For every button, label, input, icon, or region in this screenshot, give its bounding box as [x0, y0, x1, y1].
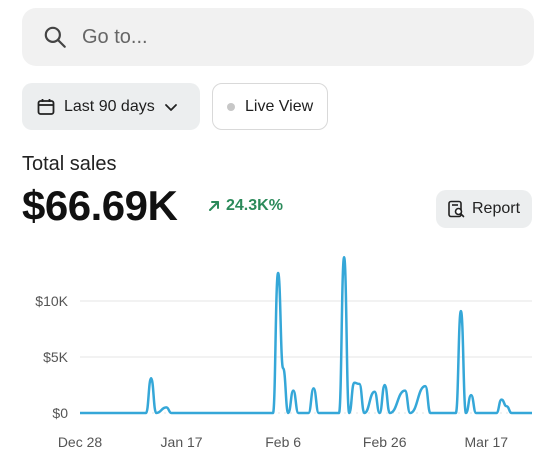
- x-tick-label: Jan 17: [161, 434, 203, 450]
- metric-value: $66.69K: [22, 182, 178, 229]
- report-label: Report: [472, 200, 521, 217]
- report-button[interactable]: Report: [436, 190, 532, 228]
- x-tick-label: Mar 17: [465, 434, 509, 450]
- x-tick-label: Feb 6: [265, 434, 301, 450]
- y-tick-label: $0: [52, 405, 68, 421]
- search-input[interactable]: [82, 25, 482, 49]
- live-view-button[interactable]: Live View: [212, 83, 328, 130]
- chevron-down-icon: [164, 103, 177, 111]
- sales-series-line: [80, 256, 532, 415]
- calendar-icon: [37, 98, 55, 115]
- x-tick-label: Feb 26: [363, 434, 407, 450]
- live-view-label: Live View: [245, 97, 314, 115]
- metric-change: 24.3K%: [206, 197, 283, 215]
- arrow-up-right-icon: [209, 201, 219, 211]
- x-tick-label: Dec 28: [58, 434, 103, 450]
- date-range-button[interactable]: Last 90 days: [22, 83, 200, 130]
- report-icon: [448, 200, 465, 218]
- sales-line-chart: $0 $5K $10K Dec 28 Jan 17 Feb 6 Feb 26 Mar 17: [35, 256, 532, 450]
- date-range-label: Last 90 days: [64, 97, 155, 115]
- y-tick-label: $10K: [35, 293, 68, 309]
- metric-label: Total sales: [22, 153, 117, 175]
- metric-change-value: 24.3K%: [226, 197, 283, 214]
- search-icon: [44, 26, 66, 48]
- live-status-dot-icon: [227, 102, 235, 111]
- search-bar[interactable]: [22, 8, 534, 66]
- y-tick-label: $5K: [43, 349, 69, 365]
